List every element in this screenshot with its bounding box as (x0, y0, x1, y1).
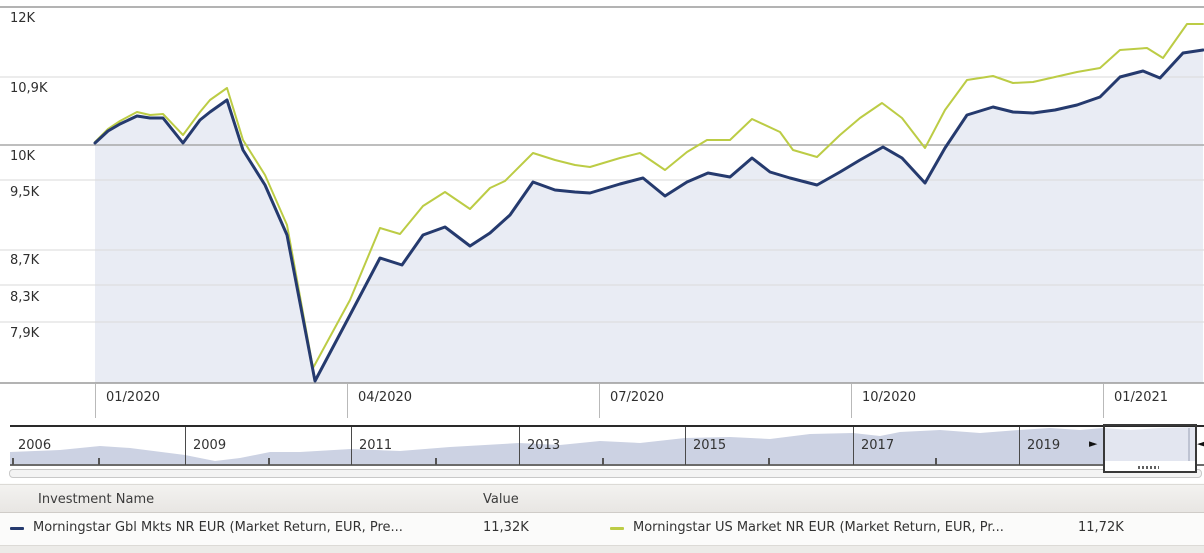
year-divider (185, 427, 186, 465)
year-midtick (98, 458, 100, 465)
year-label: 2011 (359, 438, 393, 453)
year-divider (1019, 427, 1020, 465)
y-axis-label: 8,7K (10, 253, 40, 268)
x-axis-label: 10/2020 (862, 390, 917, 405)
x-axis-label: 01/2021 (1114, 390, 1169, 405)
investment-name: Morningstar Gbl Mkts NR EUR (Market Retu… (33, 520, 403, 535)
legend-header-row: Investment Name Value (0, 484, 1204, 513)
investment-name: Morningstar US Market NR EUR (Market Ret… (633, 520, 1004, 535)
x-axis-tick (1103, 384, 1104, 418)
scrubber-bottom-border (10, 464, 1204, 466)
legend-header-value: Value (483, 492, 519, 507)
legend-footer-strip (0, 545, 1204, 553)
selection-window[interactable] (1103, 424, 1197, 473)
x-axis-label: 04/2020 (358, 390, 413, 405)
range-start-handle-icon[interactable]: ► (1089, 437, 1098, 450)
x-axis-tick (95, 384, 96, 418)
year-divider (685, 427, 686, 465)
year-divider (351, 427, 352, 465)
year-midtick (768, 458, 770, 465)
year-label: 2019 (1027, 438, 1061, 453)
y-axis-label: 10K (10, 149, 36, 164)
investment-value: 11,72K (1078, 520, 1124, 535)
range-end-handle-icon[interactable]: ◄ (1197, 437, 1204, 450)
x-axis-tick (347, 384, 348, 418)
year-midtick (435, 458, 437, 465)
year-label: 2013 (527, 438, 561, 453)
year-midtick (935, 458, 937, 465)
scrubber-top-border (10, 425, 1204, 427)
year-label: 2009 (193, 438, 227, 453)
selection-window-shade (1104, 427, 1196, 462)
timeline-scrollbar[interactable] (9, 469, 1202, 478)
selection-grip-icon[interactable] (1138, 466, 1159, 469)
year-midtick (12, 458, 14, 465)
year-label: 2017 (861, 438, 895, 453)
legend-table: Investment Name Value Morningstar Gbl Mk… (0, 483, 1204, 553)
year-midtick (268, 458, 270, 465)
x-axis-tick (599, 384, 600, 418)
legend-row[interactable]: Morningstar Gbl Mkts NR EUR (Market Retu… (0, 513, 1204, 545)
y-axis-label: 12K (10, 11, 36, 26)
year-midtick (602, 458, 604, 465)
series-color-dash-icon (10, 527, 24, 530)
y-axis-label: 7,9K (10, 326, 40, 341)
x-axis-label: 07/2020 (610, 390, 665, 405)
chart-gridlines (0, 6, 1204, 384)
year-divider (853, 427, 854, 465)
y-axis-label: 8,3K (10, 290, 40, 305)
x-axis-tick (851, 384, 852, 418)
year-label: 2015 (693, 438, 727, 453)
year-divider (519, 427, 520, 465)
y-axis-label: 9,5K (10, 185, 40, 200)
x-axis-label: 01/2020 (106, 390, 161, 405)
series-color-dash-icon (610, 527, 624, 530)
year-label: 2006 (18, 438, 52, 453)
legend-header-investment-name: Investment Name (38, 492, 155, 507)
y-axis-label: 10,9K (10, 81, 48, 96)
investment-value: 11,32K (483, 520, 529, 535)
